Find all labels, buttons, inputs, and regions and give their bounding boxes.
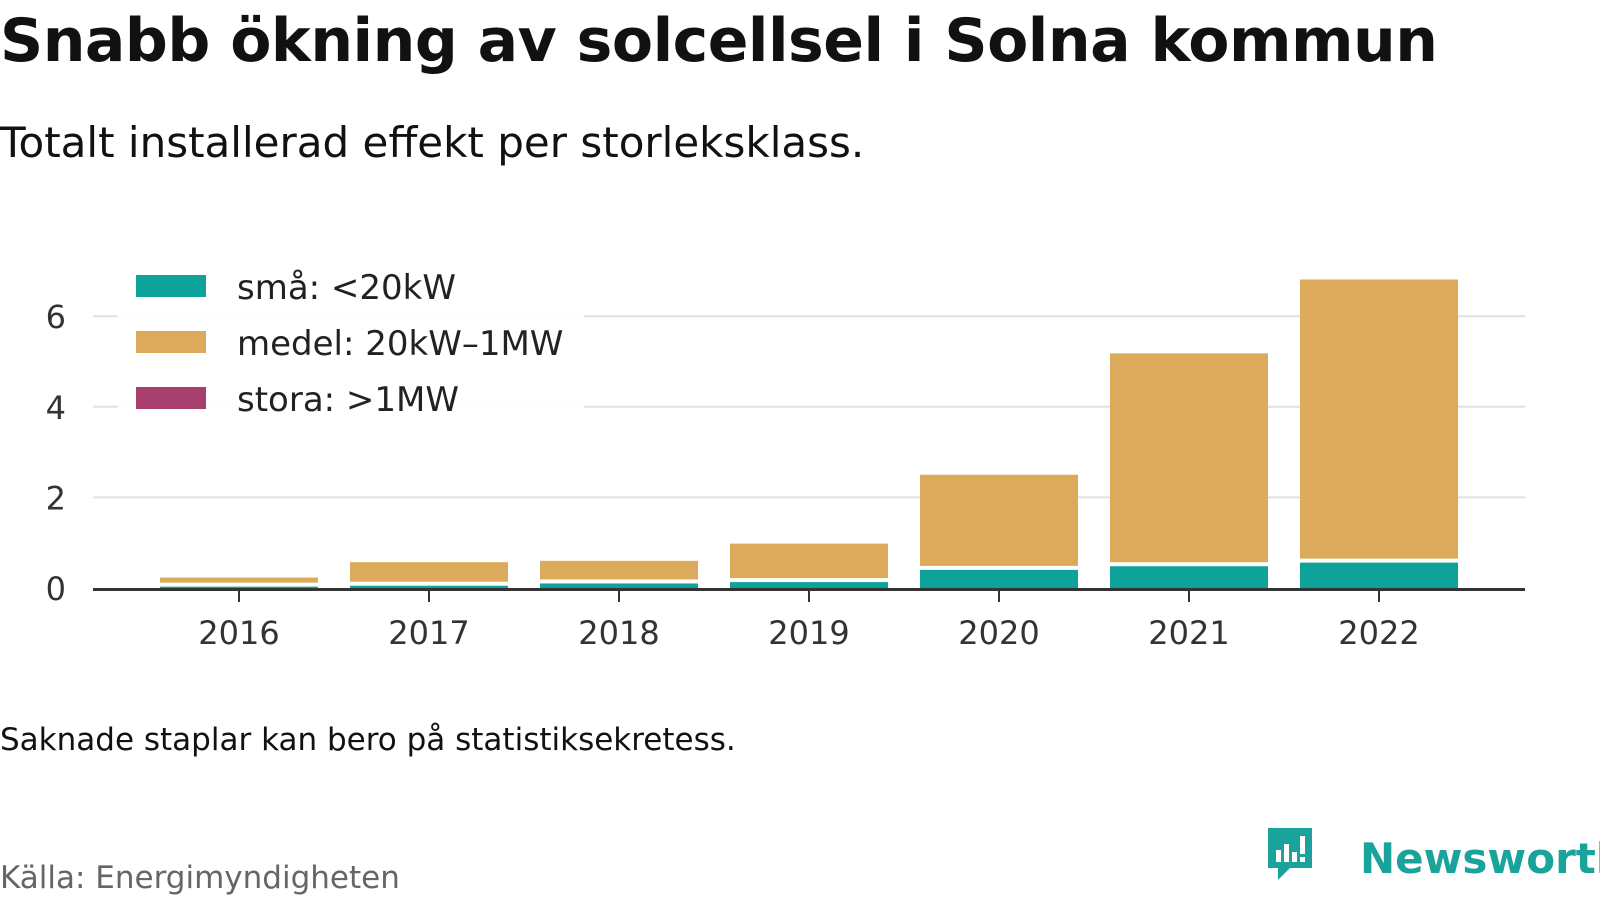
legend-label: medel: 20kW–1MW: [237, 324, 563, 364]
y-tick-label: 4: [46, 389, 66, 427]
bar-segment: [1300, 562, 1458, 588]
legend-label: stora: >1MW: [237, 380, 459, 420]
newsworthy-logo: Newsworthy: [1268, 828, 1600, 900]
x-tick-label: 2019: [768, 614, 849, 652]
legend-swatch: [136, 387, 206, 409]
legend-item: medel: 20kW–1MW: [136, 324, 563, 364]
bar-segment: [730, 582, 888, 588]
bar-segment: [350, 585, 508, 588]
legend-item: små: <20kW: [136, 268, 456, 308]
bar-segment: [540, 583, 698, 588]
chart-title: Snabb ökning av solcellsel i Solna kommu…: [0, 6, 1438, 76]
legend-item: stora: >1MW: [136, 380, 459, 420]
chart-subtitle: Totalt installerad effekt per storlekskl…: [0, 118, 865, 167]
x-tick-label: 2022: [1338, 614, 1419, 652]
bar-segment: [730, 543, 888, 579]
bar-segment: [1300, 279, 1458, 559]
bar-segment: [920, 474, 1078, 566]
y-ticks: 0 2 4 6: [46, 298, 66, 608]
y-tick-label: 2: [46, 479, 66, 517]
bar-segment: [920, 569, 1078, 588]
x-tick-label: 2016: [198, 614, 279, 652]
x-tick-label: 2017: [388, 614, 469, 652]
legend-label: små: <20kW: [237, 268, 456, 308]
bar-segment: [1110, 353, 1268, 563]
brand-name: Newsworthy: [1360, 834, 1600, 883]
x-tick-label: 2018: [578, 614, 659, 652]
source-label: Källa: Energimyndigheten: [0, 860, 400, 896]
footnote: Saknade staplar kan bero på statistiksek…: [0, 722, 736, 758]
x-tick-label: 2021: [1148, 614, 1229, 652]
newsworthy-icon: [1268, 828, 1312, 880]
bar-segment: [1110, 566, 1268, 588]
bar-segment: [160, 577, 318, 583]
bar-segment: [350, 562, 508, 582]
bar-segment: [540, 560, 698, 580]
legend-swatch: [136, 275, 206, 297]
y-tick-label: 0: [46, 570, 66, 608]
bars: [160, 279, 1458, 588]
legend-swatch: [136, 331, 206, 353]
x-tick-label: 2020: [958, 614, 1039, 652]
legend: små: <20kW medel: 20kW–1MW stora: >1MW: [118, 258, 584, 432]
bar-chart: 2016 2017 2018 2019 2020 2021 2022 0 2 4 6 små: <…: [46, 258, 1525, 652]
x-ticks: 2016 2017 2018 2019 2020 2021 2022: [198, 591, 1420, 652]
y-tick-label: 6: [46, 298, 66, 336]
bar-segment: [160, 586, 318, 588]
